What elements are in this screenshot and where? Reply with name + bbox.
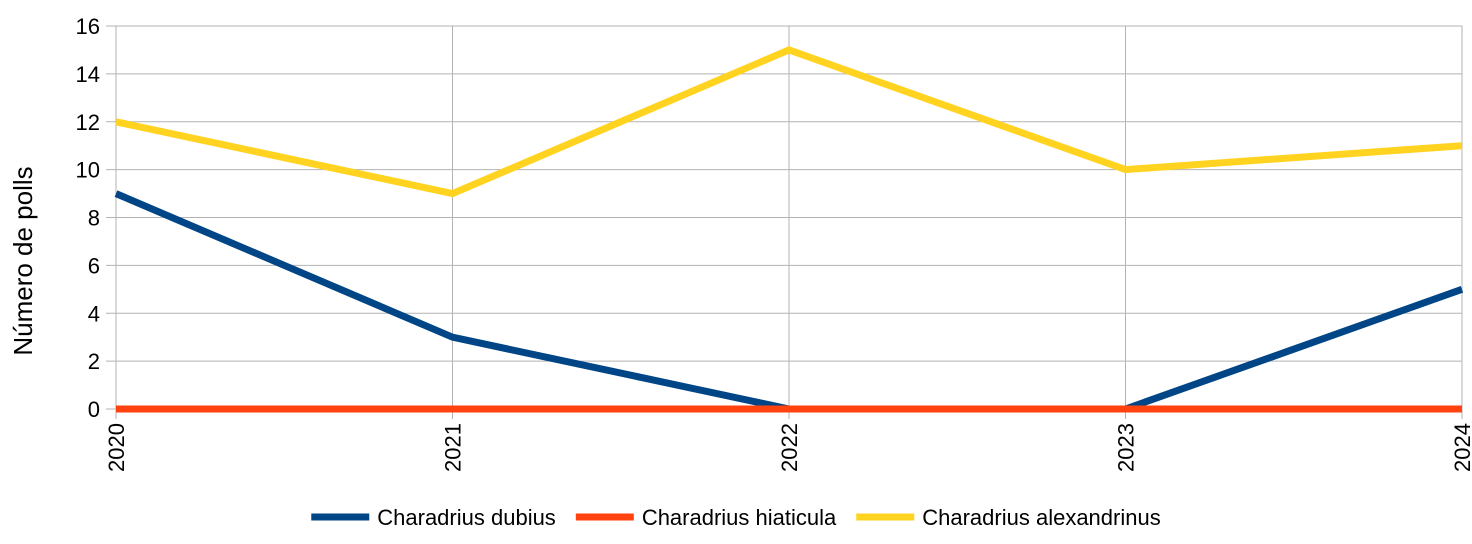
y-tick-label: 4: [88, 301, 100, 326]
x-tick-label: 2023: [1114, 423, 1139, 472]
legend: Charadrius dubius Charadrius hiaticula Cha…: [311, 505, 1161, 530]
y-tick-label: 14: [76, 62, 100, 87]
y-tick-label: 16: [76, 14, 100, 39]
series-line-2: [115, 46, 1463, 198]
x-tick-label: 2020: [104, 423, 129, 472]
x-tick-label: 2024: [1450, 423, 1472, 472]
series-lines: [114, 46, 1464, 413]
y-tick-label: 12: [76, 110, 100, 135]
x-tick-labels: 2020 2021 2022 2023 2024: [104, 423, 1472, 472]
x-tick-label: 2021: [441, 423, 466, 472]
y-tick-label: 0: [88, 397, 100, 422]
y-tick-label: 6: [88, 253, 100, 278]
legend-label: Charadrius dubius: [377, 505, 556, 530]
y-tick-label: 8: [88, 206, 100, 231]
legend-label: Charadrius alexandrinus: [922, 505, 1160, 530]
y-axis-title: Número de polls: [8, 166, 38, 355]
grid-lines: [106, 25, 1462, 410]
legend-label: Charadrius hiaticula: [642, 505, 837, 530]
y-tick-label: 10: [76, 158, 100, 183]
x-tick-label: 2022: [777, 423, 802, 472]
y-tick-label: 2: [88, 349, 100, 374]
y-tick-labels: 0 2 4 6 8 10 12 14 16: [76, 14, 100, 422]
